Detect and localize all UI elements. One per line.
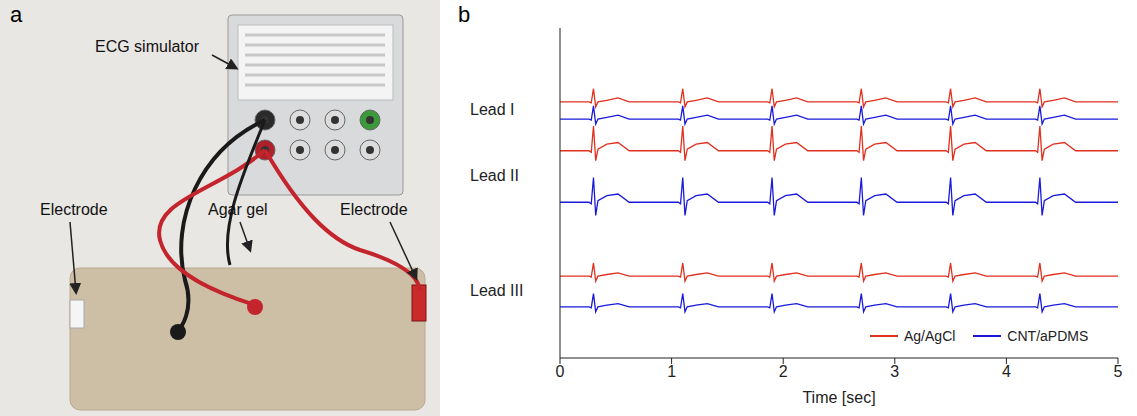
- svg-text:1: 1: [667, 363, 676, 380]
- svg-text:5: 5: [1114, 363, 1123, 380]
- svg-text:Time [sec]: Time [sec]: [802, 389, 875, 406]
- html-text:CNT/aPDMS: CNT/aPDMS: [1007, 328, 1089, 344]
- svg-text:Electrode: Electrode: [340, 201, 408, 218]
- html-text:Ag/AgCl: Ag/AgCl: [904, 328, 956, 344]
- svg-text:2: 2: [779, 363, 788, 380]
- svg-text:4: 4: [1002, 363, 1011, 380]
- html-text:Lead II: Lead II: [470, 166, 519, 184]
- svg-text:ECG simulator: ECG simulator: [95, 38, 200, 55]
- svg-text:Electrode: Electrode: [40, 201, 108, 218]
- svg-text:Agar gel: Agar gel: [208, 201, 268, 218]
- svg-text:a: a: [10, 2, 23, 27]
- html-text:Lead III: Lead III: [470, 281, 524, 299]
- svg-text:0: 0: [556, 363, 565, 380]
- html-text:Lead I: Lead I: [470, 100, 515, 118]
- svg-text:3: 3: [890, 363, 899, 380]
- html-text:b: b: [458, 2, 471, 27]
